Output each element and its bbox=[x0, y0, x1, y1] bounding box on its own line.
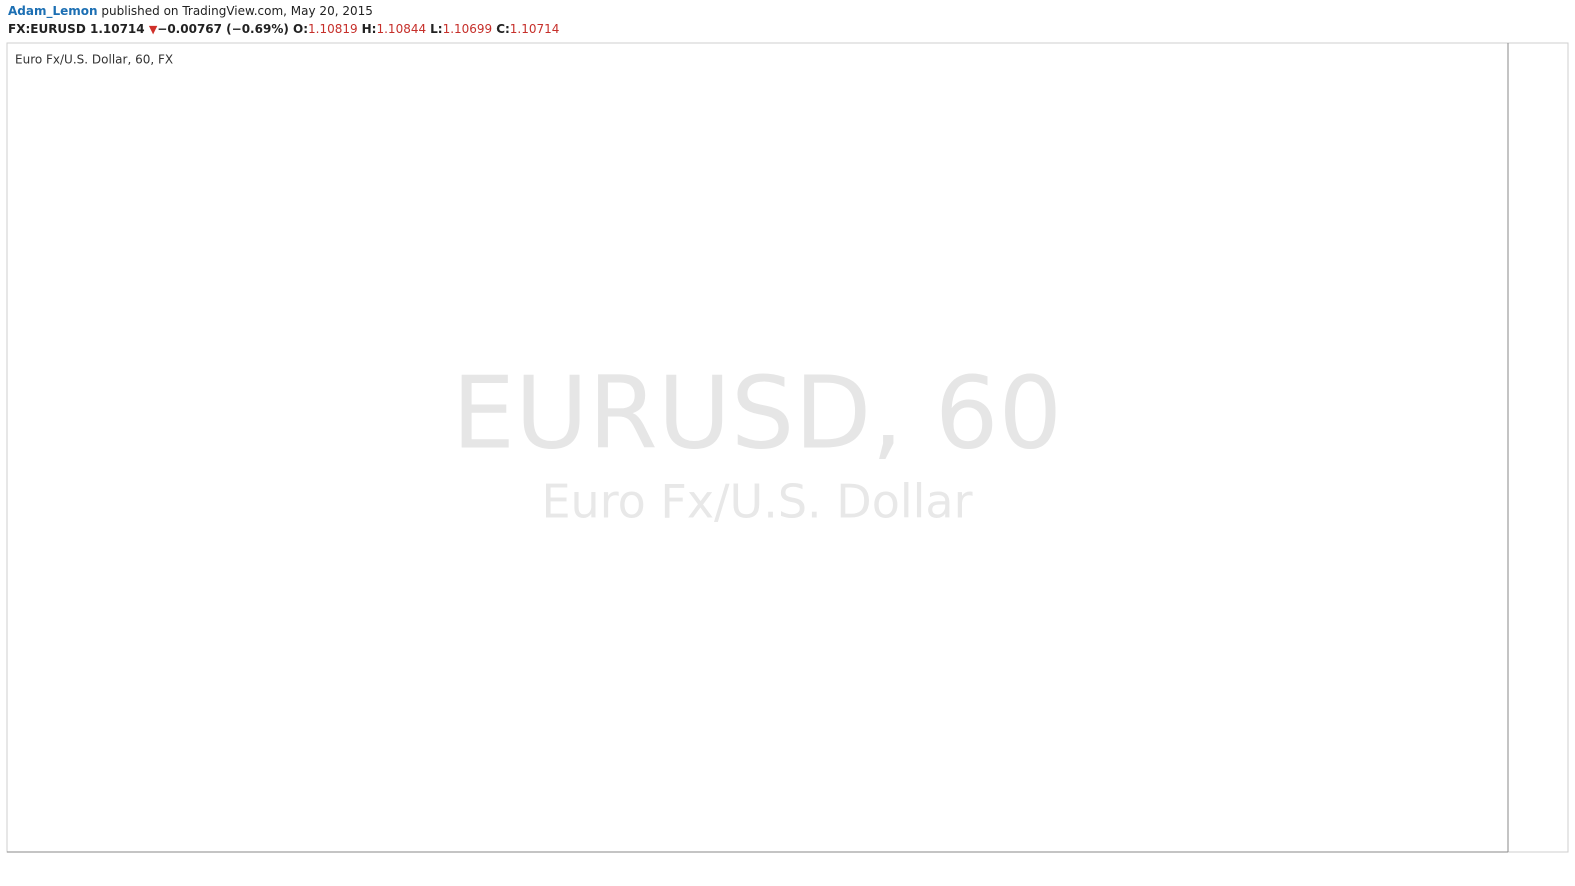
watermark-subtitle: Euro Fx/U.S. Dollar bbox=[541, 475, 972, 529]
ohlc-key: O: bbox=[293, 22, 309, 36]
chart-title: Euro Fx/U.S. Dollar, 60, FX bbox=[15, 53, 173, 67]
down-arrow: ▼ bbox=[148, 23, 158, 36]
watermark: EURUSD, 60 bbox=[452, 354, 1062, 471]
ohlc-value: 1.10844 bbox=[376, 22, 427, 36]
ohlc-value: 1.10699 bbox=[442, 22, 493, 36]
header: Adam_Lemon published on TradingView.com,… bbox=[0, 0, 1575, 42]
published: published on TradingView.com, May 20, 20… bbox=[101, 4, 373, 18]
symbol: FX:EURUSD bbox=[8, 22, 86, 36]
ohlc: O:1.10819 H:1.10844 L:1.10699 C:1.10714 bbox=[293, 22, 563, 36]
quote-line: FX:EURUSD 1.10714 ▼−0.00767 (−0.69%) O:1… bbox=[8, 22, 563, 36]
ohlc-value: 1.10819 bbox=[308, 22, 358, 36]
ohlc-key: L: bbox=[430, 22, 443, 36]
change: −0.00767 (−0.69%) bbox=[157, 22, 289, 36]
author[interactable]: Adam_Lemon bbox=[8, 4, 98, 18]
publish-line: Adam_Lemon published on TradingView.com,… bbox=[8, 4, 373, 18]
ohlc-value: 1.10714 bbox=[509, 22, 560, 36]
ohlc-key: C: bbox=[496, 22, 510, 36]
last: 1.10714 bbox=[89, 22, 145, 36]
ohlc-key: H: bbox=[361, 22, 377, 36]
